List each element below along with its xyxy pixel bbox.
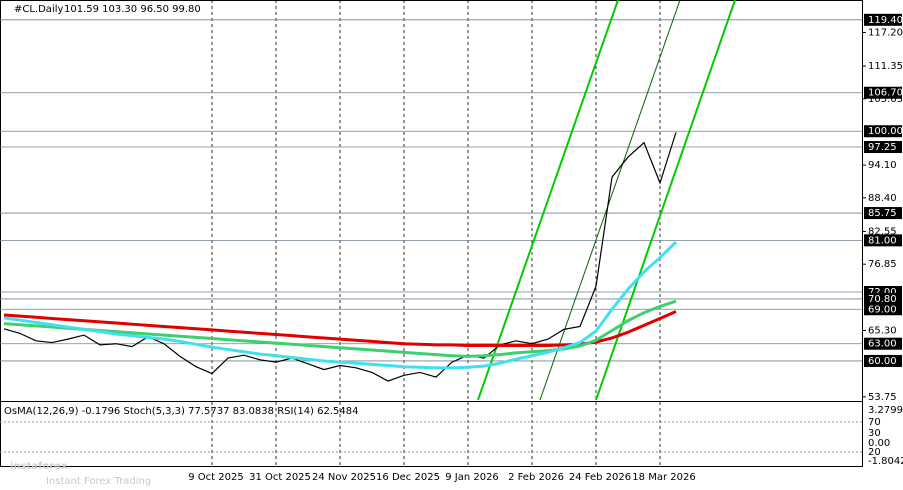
- y-tick-label: 76.85: [868, 259, 897, 270]
- x-tick-label: 9 Jan 2026: [445, 472, 499, 483]
- x-tick-label: 24 Nov 2025: [312, 472, 376, 483]
- moving-average: [3, 310, 677, 347]
- y-tick-label: 53.75: [868, 392, 897, 403]
- oscillator-header: OsMA(12,26,9) -0.1796 Stoch(5,3,3) 77.57…: [4, 406, 359, 417]
- watermark: instaforex: [10, 461, 68, 472]
- y-tick-label: 111.35: [868, 61, 903, 72]
- x-tick-label: 18 Mar 2026: [632, 472, 695, 483]
- level-box: [864, 292, 902, 305]
- grid: [0, 0, 862, 466]
- channel-line: [539, 0, 681, 401]
- level-label: 85.75: [868, 208, 897, 219]
- oscillator-label: 0.00: [868, 438, 890, 449]
- oscillator-label: 20: [868, 447, 881, 458]
- x-tick-label: 24 Feb 2026: [569, 472, 631, 483]
- level-label: 81.00: [868, 235, 897, 246]
- oscillator-label: 3.2799: [868, 405, 903, 416]
- level-box: [864, 337, 902, 350]
- level-label: 60.00: [868, 356, 897, 367]
- x-tick-label: 2 Feb 2026: [508, 472, 564, 483]
- level-label: 70.80: [868, 294, 897, 305]
- marks: [3, 0, 736, 401]
- level-label: 63.00: [868, 339, 897, 350]
- y-tick-label: 105.65: [868, 94, 903, 105]
- y-tick-label: 65.30: [868, 326, 897, 337]
- level-box: [864, 86, 902, 99]
- oscillator-label: 30: [868, 428, 881, 439]
- channel-line: [595, 0, 736, 401]
- chart-subtitle: 101.59 103.30 96.50 99.80: [64, 4, 201, 15]
- level-box: [864, 303, 902, 316]
- y-tick-label: 88.40: [868, 193, 897, 204]
- price-line: [3, 132, 677, 382]
- moving-average: [3, 240, 678, 370]
- level-box: [864, 354, 902, 367]
- y-tick-label: 82.55: [868, 226, 897, 237]
- level-label: 106.70: [868, 88, 903, 99]
- x-tick-label: 31 Oct 2025: [249, 472, 311, 483]
- level-label: 100.00: [868, 126, 903, 137]
- x-tick-label: 9 Oct 2025: [188, 472, 243, 483]
- level-box: [864, 207, 902, 220]
- level-box: [864, 141, 902, 154]
- level-label: 119.40: [868, 15, 903, 26]
- watermark-subtitle: Instant Forex Trading: [46, 476, 151, 487]
- level-label: 72.00: [868, 287, 897, 298]
- level-label: 97.25: [868, 142, 897, 153]
- y-tick-label: 94.10: [868, 160, 897, 171]
- y-tick-label: 117.20: [868, 27, 903, 38]
- x-tick-label: 16 Dec 2025: [376, 472, 440, 483]
- oscillator-label: 70: [868, 417, 881, 428]
- level-box: [864, 125, 902, 138]
- chart-title: #CL.Daily: [14, 4, 63, 15]
- channel-line: [477, 0, 619, 401]
- level-box: [864, 13, 902, 26]
- level-label: 69.00: [868, 304, 897, 315]
- oscillator-label: -1.8042: [868, 456, 903, 467]
- plot-frame: [0, 0, 863, 467]
- level-box: [864, 234, 902, 247]
